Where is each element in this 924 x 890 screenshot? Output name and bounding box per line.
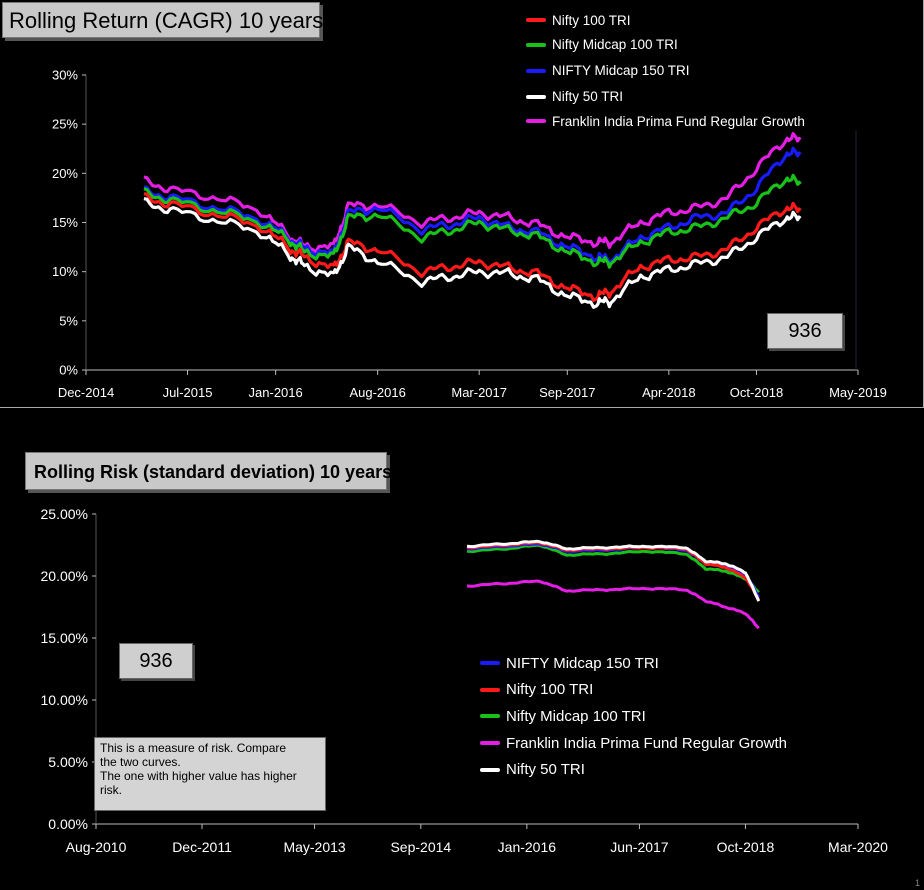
y-tick-label: 10.00%: [41, 692, 88, 708]
legend-swatch: [480, 661, 500, 666]
series-line-midcap100: [466, 543, 760, 594]
rolling-risk-panel: 0.00% 5.00% 10.00% 15.00% 20.00% 25.00% Aug-20…: [0, 447, 924, 890]
legend-item-franklin: Franklin India Prima Fund Regular Growth: [526, 109, 860, 133]
x-tick-label: Mar-2017: [451, 385, 507, 400]
series-line-nifty100: [143, 192, 802, 302]
x-tick-label: Mar-2020: [828, 839, 888, 855]
x-tick-label: Sep-2017: [539, 385, 595, 400]
series-line-franklin: [143, 132, 802, 254]
x-tick-label: Aug-2016: [349, 385, 405, 400]
y-tick-label: 30%: [52, 68, 78, 83]
y-tick-label: 25.00%: [41, 506, 88, 522]
series-line-franklin: [466, 579, 760, 630]
x-tick-label: Aug-2010: [66, 839, 127, 855]
y-tick-label: 0.00%: [48, 816, 88, 832]
risk-note: This is a measure of risk. Compare the t…: [94, 737, 326, 811]
legend-swatch: [526, 94, 546, 99]
value-box: 936: [119, 643, 193, 679]
rolling-risk-chart: 0.00% 5.00% 10.00% 15.00% 20.00% 25.00% Aug-20…: [41, 506, 889, 855]
rolling-return-panel: 0% 5% 10% 15% 20% 25% 30% Dec-2014 Jul-2015 Jan-2…: [0, 0, 924, 408]
note-line: risk.: [100, 783, 122, 797]
legend-item-midcap100: Nifty Midcap 100 TRI: [526, 32, 860, 57]
y-tick-label: 10%: [52, 264, 78, 279]
legend-swatch: [480, 767, 500, 772]
legend-label: Nifty Midcap 100 TRI: [552, 37, 678, 52]
legend-item-franklin: Franklin India Prima Fund Regular Growth: [480, 730, 858, 757]
x-tick-label: Jan-2016: [249, 385, 303, 400]
note-line: The one with higher value has higher: [100, 769, 297, 783]
legend-label: Nifty Midcap 100 TRI: [506, 707, 646, 725]
rolling-return-chart: 0% 5% 10% 15% 20% 25% 30% Dec-2014 Jul-2015 Jan-2…: [52, 68, 887, 400]
note-line: the two curves.: [100, 755, 181, 769]
legend-label: NIFTY Midcap 150 TRI: [552, 63, 690, 78]
legend-label: Nifty 100 TRI: [506, 681, 594, 699]
x-tick-label: Oct-2018: [717, 839, 775, 855]
legend-label: Franklin India Prima Fund Regular Growth: [552, 113, 805, 129]
legend-swatch: [526, 42, 546, 47]
legend-swatch: [526, 119, 546, 123]
note-line: This is a measure of risk. Compare: [100, 741, 287, 755]
chart-title: Rolling Risk (standard deviation) 10 yea…: [25, 452, 392, 490]
x-tick-label: Oct-2018: [730, 385, 783, 400]
legend: Nifty 100 TRI Nifty Midcap 100 TRI NIFTY…: [460, 2, 860, 130]
legend-label: Nifty 100 TRI: [552, 12, 631, 28]
legend: NIFTY Midcap 150 TRI Nifty 100 TRI Nifty…: [398, 648, 858, 788]
y-tick-label: 25%: [52, 117, 78, 132]
legend-swatch: [526, 68, 546, 73]
chart-title: Rolling Return (CAGR) 10 years: [2, 2, 323, 38]
legend-swatch: [526, 18, 546, 22]
x-tick-label: Jul-2015: [163, 385, 213, 400]
legend-swatch: [480, 741, 500, 746]
legend-item-nifty100: Nifty 100 TRI: [480, 677, 858, 704]
legend-swatch: [480, 687, 500, 692]
legend-label: NIFTY Midcap 150 TRI: [506, 654, 659, 672]
x-tick-label: May-2019: [829, 385, 887, 400]
legend-label: Nifty 50 TRI: [506, 761, 585, 779]
legend-item-nifty100: Nifty 100 TRI: [526, 8, 860, 32]
legend-label: Franklin India Prima Fund Regular Growth: [506, 734, 787, 752]
x-tick-label: May-2013: [283, 839, 345, 855]
x-tick-label: Jun-2017: [610, 839, 669, 855]
page-mark: 1: [914, 878, 920, 888]
legend-item-nifty50: Nifty 50 TRI: [480, 756, 858, 783]
series-line-nifty50: [143, 197, 802, 309]
legend-item-midcap100: Nifty Midcap 100 TRI: [480, 703, 858, 730]
y-tick-label: 5%: [59, 313, 78, 328]
x-tick-label: Dec-2011: [172, 839, 232, 855]
series-line-midcap100: [143, 173, 802, 269]
value-box: 936: [767, 313, 843, 349]
y-tick-label: 5.00%: [48, 754, 88, 770]
legend-label: Nifty 50 TRI: [552, 89, 624, 104]
y-tick-label: 15.00%: [41, 630, 88, 646]
y-tick-label: 20.00%: [41, 568, 88, 584]
legend-item-midcap150: NIFTY Midcap 150 TRI: [480, 650, 858, 677]
y-tick-label: 15%: [52, 215, 78, 230]
x-tick-label: Dec-2014: [58, 385, 114, 400]
y-tick-label: 20%: [52, 166, 78, 181]
legend-swatch: [480, 714, 500, 719]
y-tick-label: 0%: [59, 363, 78, 378]
legend-item-midcap150: NIFTY Midcap 150 TRI: [526, 57, 860, 84]
x-tick-label: Apr-2018: [642, 385, 695, 400]
x-tick-label: Jan-2016: [498, 839, 557, 855]
x-tick-label: Sep-2014: [390, 839, 451, 855]
legend-item-nifty50: Nifty 50 TRI: [526, 84, 860, 109]
series-line-nifty50: [466, 539, 761, 602]
